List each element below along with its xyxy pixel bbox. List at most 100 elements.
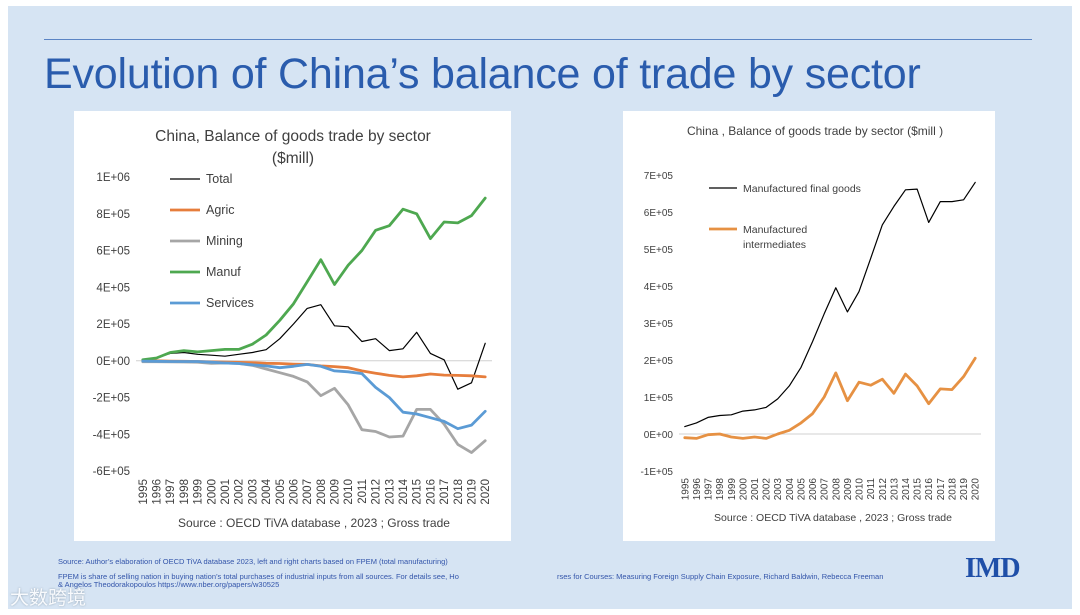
- legend-label-line: intermediates: [743, 239, 806, 251]
- x-tick-label: 2002: [762, 478, 773, 501]
- x-tick-label: 2003: [773, 478, 784, 501]
- right-chart-panel: China , Balance of goods trade by sector…: [623, 111, 995, 541]
- x-tick-label: 2006: [288, 479, 300, 505]
- series-line-total: [142, 304, 486, 390]
- series-line-manufactured-final-goods: [684, 181, 976, 428]
- x-tick-label: 2011: [357, 479, 369, 504]
- legend-label-line: Manufactured: [743, 224, 807, 236]
- legend-label: Services: [206, 296, 254, 310]
- y-tick-label: 0E+00: [644, 430, 674, 441]
- x-tick-label: 1997: [165, 479, 177, 505]
- left-chart: China, Balance of goods trade by sector (…: [93, 128, 493, 530]
- chart-title: China , Balance of goods trade by sector…: [687, 124, 943, 138]
- x-tick-label: 1995: [138, 479, 150, 505]
- x-tick-label: 2017: [439, 479, 451, 505]
- x-tick-label: 1998: [715, 478, 726, 501]
- slide-title: Evolution of China’s balance of trade by…: [44, 50, 921, 98]
- chart-title: China, Balance of goods trade by sector: [155, 128, 431, 145]
- y-tick-label: 1E+06: [96, 172, 130, 184]
- x-tick-label: 1996: [692, 478, 703, 501]
- x-tick-label: 2011: [866, 478, 877, 500]
- x-tick-label: 2004: [261, 478, 273, 504]
- x-tick-label: 2004: [785, 478, 796, 501]
- y-tick-label: -4E+05: [93, 429, 130, 441]
- y-tick-label: 6E+05: [96, 246, 130, 258]
- chart-source: Source : OECD TiVA database , 2023 ; Gro…: [178, 516, 450, 530]
- x-tick-label: 2017: [936, 478, 947, 501]
- x-tick-label: 1999: [193, 479, 205, 505]
- y-tick-label: 7E+05: [644, 171, 674, 182]
- footer-note-continued: rses for Courses: Measuring Foreign Supp…: [557, 572, 884, 581]
- x-tick-label: 2012: [371, 479, 383, 505]
- x-tick-label: 2002: [234, 479, 246, 505]
- x-tick-label: 2015: [913, 478, 924, 501]
- y-tick-label: -2E+05: [93, 393, 130, 405]
- x-tick-label: 1995: [680, 478, 691, 501]
- imd-logo: IMD: [965, 553, 1021, 584]
- x-tick-label: 2007: [302, 479, 314, 505]
- x-tick-label: 2018: [947, 478, 958, 501]
- x-tick-label: 2010: [343, 479, 355, 505]
- y-tick-label: 2E+05: [644, 356, 674, 367]
- x-tick-label: 2010: [855, 478, 866, 501]
- y-tick-label: 3E+05: [644, 319, 674, 330]
- legend-label: Manuf: [206, 265, 241, 279]
- chart-source: Source : OECD TiVA database , 2023 ; Gro…: [714, 512, 952, 524]
- watermark: 大数跨境: [10, 588, 87, 609]
- footer-note: FPEM is share of selling nation in buyin…: [58, 572, 459, 581]
- x-tick-label: 2006: [808, 478, 819, 501]
- x-tick-label: 1996: [152, 479, 164, 505]
- right-chart: China , Balance of goods trade by sector…: [640, 124, 982, 524]
- x-tick-label: 2009: [330, 479, 342, 505]
- x-tick-label: 2018: [453, 479, 465, 505]
- footer-source: Source: Author’s elaboration of OECD TiV…: [58, 557, 448, 566]
- series-line-manuf: [141, 196, 487, 362]
- y-tick-label: 2E+05: [96, 319, 130, 331]
- x-tick-label: 1998: [179, 479, 191, 505]
- x-tick-label: 2008: [316, 479, 328, 505]
- x-tick-label: 2014: [398, 478, 410, 504]
- x-tick-label: 2000: [738, 478, 749, 501]
- legend-label: Total: [206, 172, 232, 186]
- x-tick-label: 2014: [901, 478, 912, 501]
- x-tick-label: 2005: [796, 478, 807, 501]
- x-tick-label: 2000: [206, 479, 218, 505]
- legend-label: Manufactured final goods: [743, 183, 861, 195]
- x-tick-label: 2020: [971, 478, 982, 501]
- y-tick-label: -6E+05: [93, 466, 130, 478]
- y-tick-label: 8E+05: [96, 209, 130, 221]
- y-tick-label: 4E+05: [644, 282, 674, 293]
- x-tick-label: 2015: [412, 479, 424, 505]
- x-tick-label: 2019: [466, 479, 478, 505]
- x-tick-label: 2008: [831, 478, 842, 501]
- legend-label: Mining: [206, 234, 243, 248]
- legend-label: Agric: [206, 203, 234, 217]
- x-tick-label: 2003: [247, 479, 259, 505]
- y-tick-label: 0E+00: [96, 356, 130, 368]
- x-tick-label: 2001: [750, 478, 761, 501]
- y-tick-label: 1E+05: [644, 393, 674, 404]
- x-tick-label: 2001: [220, 479, 232, 505]
- x-tick-label: 2007: [820, 478, 831, 501]
- y-tick-label: -1E+05: [640, 467, 673, 478]
- chart-subtitle: ($mill): [272, 150, 314, 167]
- x-tick-label: 1999: [727, 478, 738, 501]
- footer-link[interactable]: & Angelos Theodorakopoulos https://www.n…: [58, 580, 280, 589]
- series-line-services: [141, 359, 487, 431]
- x-tick-label: 2009: [843, 478, 854, 501]
- legend-label: Manufactured intermediates: [743, 224, 807, 251]
- x-tick-label: 2013: [384, 479, 396, 505]
- title-rule: [44, 39, 1032, 40]
- x-tick-label: 2020: [480, 479, 492, 505]
- x-tick-label: 2005: [275, 479, 287, 505]
- x-tick-label: 2019: [959, 478, 970, 501]
- y-tick-label: 4E+05: [96, 282, 130, 294]
- x-tick-label: 2016: [425, 479, 437, 505]
- y-tick-label: 6E+05: [644, 208, 674, 219]
- x-tick-label: 2012: [878, 478, 889, 501]
- series-line-manufactured-intermediates: [683, 356, 977, 440]
- x-tick-label: 2013: [889, 478, 900, 501]
- y-tick-label: 5E+05: [644, 245, 674, 256]
- left-chart-panel: China, Balance of goods trade by sector (…: [74, 111, 511, 541]
- x-tick-label: 1997: [704, 478, 715, 501]
